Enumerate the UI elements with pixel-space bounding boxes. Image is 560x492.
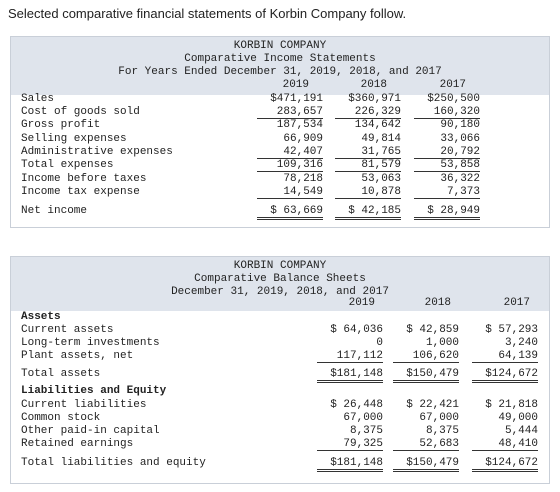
- header-band: [11, 257, 549, 311]
- amount: $ 57,293: [485, 324, 538, 336]
- amount: $ 21,818: [485, 399, 538, 411]
- amount: $ 64,036: [330, 324, 383, 336]
- row-label: Current assets: [21, 324, 114, 336]
- row-label: Long-term investments: [21, 337, 160, 349]
- title-line: KORBIN COMPANY: [233, 40, 327, 52]
- income-statement: KORBIN COMPANY Comparative Income Stateme…: [10, 36, 550, 228]
- year-header: 2017: [503, 297, 530, 309]
- row-label: Plant assets, net: [21, 350, 134, 362]
- amount: $ 22,421: [406, 399, 459, 411]
- row-label: Total expenses: [21, 159, 114, 171]
- row-label: Administrative expenses: [21, 146, 173, 158]
- amount: 8,375: [425, 425, 459, 437]
- row-label: Income tax expense: [21, 186, 140, 198]
- title-line: For Years Ended December 31, 2019, 2018,…: [118, 66, 442, 78]
- title-line: Comparative Income Statements: [184, 53, 376, 65]
- row-label: Sales: [21, 93, 55, 105]
- title-line: Comparative Balance Sheets: [194, 273, 366, 285]
- amount: $250,500: [427, 93, 480, 105]
- row-label: Net income: [21, 205, 88, 217]
- amount: 33,066: [440, 133, 480, 145]
- amount: $150,479: [393, 368, 459, 383]
- row-label: Retained earnings: [21, 438, 134, 450]
- amount: $ 63,669: [257, 205, 323, 220]
- amount: $181,148: [317, 457, 383, 472]
- amount: $ 26,448: [330, 399, 383, 411]
- amount: 52,683: [393, 438, 459, 451]
- balance-sheet: KORBIN COMPANY Comparative Balance Sheets…: [10, 256, 550, 484]
- amount: 1,000: [425, 337, 459, 349]
- amount: 49,000: [498, 412, 538, 424]
- row-label: Selling expenses: [21, 133, 127, 145]
- amount: $124,672: [472, 457, 538, 472]
- row-label: Gross profit: [21, 119, 101, 131]
- year-header: 2019: [348, 297, 375, 309]
- amount: 14,549: [257, 186, 323, 199]
- amount: 49,814: [361, 133, 401, 145]
- title-line: KORBIN COMPANY: [233, 260, 327, 272]
- amount: 20,792: [414, 146, 480, 159]
- amount: $ 28,949: [414, 205, 480, 220]
- amount: 90,180: [440, 119, 480, 131]
- row-label: Income before taxes: [21, 173, 147, 185]
- row-label: Cost of goods sold: [21, 106, 140, 118]
- section-label: Assets: [21, 311, 61, 323]
- amount: 64,139: [472, 350, 538, 363]
- amount: 0: [376, 337, 383, 349]
- amount: 160,320: [414, 106, 480, 119]
- amount: 187,534: [276, 119, 323, 131]
- amount: $ 42,859: [406, 324, 459, 336]
- amount: 109,316: [257, 159, 323, 172]
- title-line: December 31, 2019, 2018, and 2017: [171, 286, 389, 298]
- amount: 67,000: [343, 412, 383, 424]
- year-header: 2018: [360, 79, 387, 91]
- amount: 7,373: [414, 186, 480, 199]
- year-header: 2019: [282, 79, 309, 91]
- amount: 66,909: [283, 133, 323, 145]
- row-label: Total assets: [21, 368, 101, 380]
- header-band: [11, 37, 549, 95]
- amount: 31,765: [335, 146, 401, 159]
- amount: 283,657: [257, 106, 323, 119]
- amount: $150,479: [393, 457, 459, 472]
- amount: 10,878: [335, 186, 401, 199]
- amount: $360,971: [348, 93, 401, 105]
- year-header: 2017: [439, 79, 466, 91]
- amount: 53,858: [414, 159, 480, 172]
- amount: 53,063: [361, 173, 401, 185]
- amount: 48,410: [472, 438, 538, 451]
- amount: $471,191: [270, 93, 323, 105]
- section-label: Liabilities and Equity: [21, 385, 167, 397]
- row-label: Common stock: [21, 412, 101, 424]
- amount: 226,329: [335, 106, 401, 119]
- amount: 134,642: [354, 119, 401, 131]
- amount: 117,112: [317, 350, 383, 363]
- year-header: 2018: [424, 297, 451, 309]
- amount: 67,000: [419, 412, 459, 424]
- amount: 78,218: [283, 173, 323, 185]
- amount: $181,148: [317, 368, 383, 383]
- amount: 5,444: [504, 425, 538, 437]
- row-label: Total liabilities and equity: [21, 457, 206, 469]
- row-label: Other paid-in capital: [21, 425, 160, 437]
- row-label: Current liabilities: [21, 399, 147, 411]
- amount: 42,407: [257, 146, 323, 159]
- amount: 106,620: [393, 350, 459, 363]
- amount: 8,375: [349, 425, 383, 437]
- amount: 3,240: [504, 337, 538, 349]
- amount: 79,325: [317, 438, 383, 451]
- amount: $ 42,185: [335, 205, 401, 220]
- amount: $124,672: [472, 368, 538, 383]
- amount: 36,322: [440, 173, 480, 185]
- amount: 81,579: [335, 159, 401, 172]
- intro-text: Selected comparative financial statement…: [8, 6, 407, 21]
